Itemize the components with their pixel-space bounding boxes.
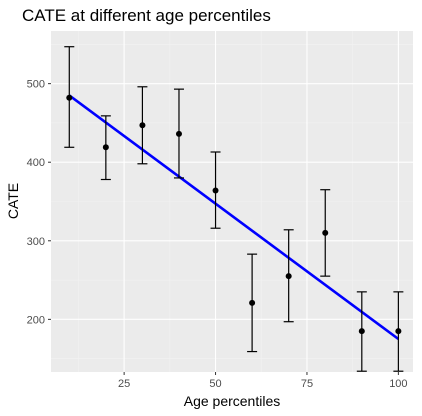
- y-axis-ticks: 200 300 400 500: [27, 79, 51, 327]
- x-axis-title: Age percentiles: [184, 393, 281, 409]
- data-point: [213, 188, 219, 194]
- y-tick-label: 400: [27, 157, 45, 169]
- data-point: [395, 328, 401, 334]
- y-tick-label: 200: [27, 314, 45, 326]
- data-point: [139, 122, 145, 128]
- data-point: [66, 95, 72, 101]
- x-axis-ticks: 25 50 75 100: [118, 372, 408, 390]
- y-tick-label: 300: [27, 236, 45, 248]
- data-point: [249, 300, 255, 306]
- data-point: [176, 131, 182, 137]
- data-point: [286, 273, 292, 279]
- data-point: [103, 144, 109, 150]
- x-tick-label: 50: [209, 378, 221, 390]
- chart-title: CATE at different age percentiles: [22, 6, 271, 25]
- y-axis-title: CATE: [5, 183, 21, 219]
- y-tick-label: 500: [27, 79, 45, 91]
- data-point: [322, 230, 328, 236]
- data-point: [359, 328, 365, 334]
- x-tick-label: 100: [389, 378, 407, 390]
- x-tick-label: 25: [118, 378, 130, 390]
- x-tick-label: 75: [301, 378, 313, 390]
